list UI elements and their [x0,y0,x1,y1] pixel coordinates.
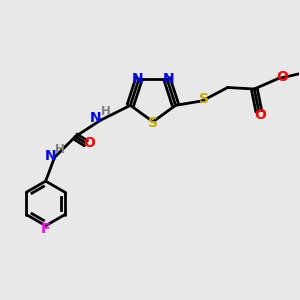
Text: H: H [101,105,111,119]
Text: N: N [44,149,56,163]
Text: O: O [276,70,288,84]
Text: N: N [89,111,101,125]
Text: O: O [83,136,95,150]
Text: S: S [199,92,209,106]
Text: N: N [132,72,143,86]
Text: N: N [163,72,174,86]
Text: F: F [41,222,50,236]
Text: H: H [55,143,65,156]
Text: O: O [254,108,266,122]
Text: S: S [148,116,158,130]
